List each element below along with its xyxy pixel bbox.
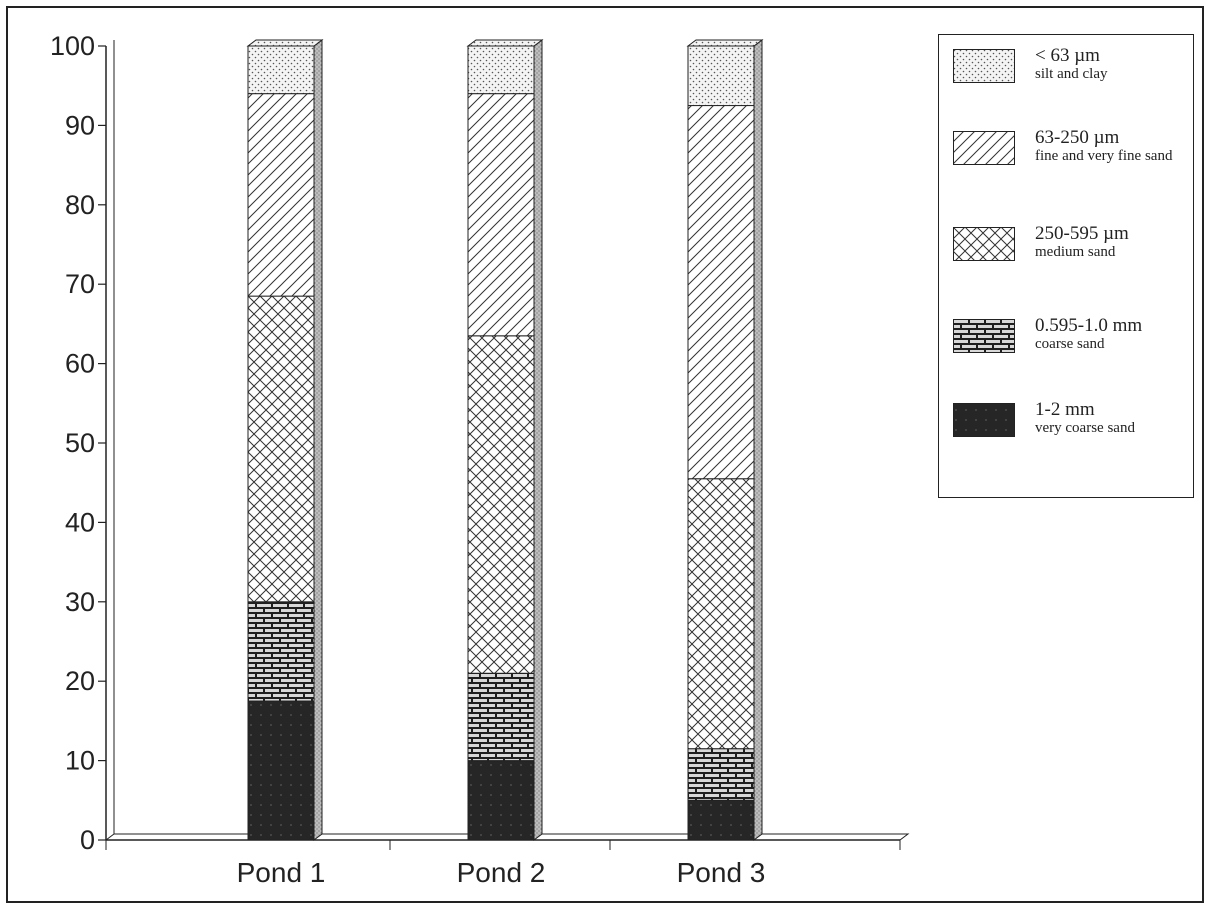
bars	[246, 39, 764, 841]
bar-segment	[687, 478, 755, 750]
y-tick-label: 20	[65, 666, 95, 696]
bar-side	[313, 39, 323, 841]
bar-segment	[247, 45, 315, 95]
bar-stack	[686, 39, 764, 841]
bar-segment	[687, 105, 755, 480]
bar-segment	[247, 93, 315, 297]
bar-segment	[247, 601, 315, 702]
legend-description: silt and clay	[1035, 66, 1108, 83]
y-tick-label: 60	[65, 349, 95, 379]
legend-text: 0.595-1.0 mm coarse sand	[1035, 315, 1191, 353]
bar-segment	[467, 93, 535, 337]
bar-stack	[246, 39, 324, 841]
y-tick-label: 100	[50, 31, 95, 61]
bar-side	[533, 39, 543, 841]
bar-top	[246, 39, 324, 47]
bar-segment	[687, 45, 755, 107]
y-tick-label: 30	[65, 587, 95, 617]
legend-description: very coarse sand	[1035, 420, 1135, 437]
legend: < 63 µm silt and clay 63-250 µm fine and ve…	[938, 34, 1194, 498]
y-tick-label: 50	[65, 428, 95, 458]
x-category-label: Pond 2	[457, 857, 546, 888]
legend-text: 1-2 mm very coarse sand	[1035, 399, 1191, 437]
y-tick-label: 40	[65, 507, 95, 537]
bar-segment	[247, 700, 315, 841]
chart-frame: 0 10 20 30 40 50 60 70 80 90 100 Pond 1 Pond 2 Pond 3…	[6, 6, 1204, 903]
legend-text: 250-595 µm medium sand	[1035, 223, 1191, 261]
tick-labels: 0 10 20 30 40 50 60 70 80 90 100 Pond 1 Pond 2 Pond 3	[50, 31, 765, 888]
y-tick-label: 90	[65, 110, 95, 140]
x-category-label: Pond 3	[677, 857, 766, 888]
legend-description: medium sand	[1035, 244, 1116, 261]
bar-segment	[687, 748, 755, 801]
y-tick-label: 10	[65, 746, 95, 776]
bar-segment	[467, 45, 535, 95]
bar-segment	[247, 295, 315, 603]
legend-range-label: 63-250 µm	[1035, 127, 1120, 148]
legend-description: fine and very fine sand	[1035, 148, 1173, 165]
legend-range-label: < 63 µm	[1035, 45, 1100, 66]
bar-side	[753, 39, 763, 841]
y-tick-label: 70	[65, 269, 95, 299]
legend-swatch	[953, 319, 1015, 353]
stacked-bar-chart: 0 10 20 30 40 50 60 70 80 90 100 Pond 1 Pond 2 Pond 3	[50, 31, 910, 888]
legend-text: < 63 µm silt and clay	[1035, 45, 1191, 83]
bar-segment	[687, 799, 755, 841]
legend-swatch	[953, 227, 1015, 261]
x-category-label: Pond 1	[237, 857, 326, 888]
legend-range-label: 1-2 mm	[1035, 399, 1095, 420]
legend-text: 63-250 µm fine and very fine sand	[1035, 127, 1191, 165]
bar-top	[466, 39, 544, 47]
y-tick-label: 0	[80, 825, 95, 855]
legend-swatch	[953, 403, 1015, 437]
legend-swatch	[953, 49, 1015, 83]
bar-segment	[467, 760, 535, 841]
legend-swatch	[953, 131, 1015, 165]
bar-segment	[467, 335, 535, 674]
bar-stack	[466, 39, 544, 841]
bar-top	[686, 39, 764, 47]
legend-range-label: 0.595-1.0 mm	[1035, 315, 1143, 336]
legend-range-label: 250-595 µm	[1035, 223, 1129, 244]
y-tick-label: 80	[65, 190, 95, 220]
bar-segment	[467, 672, 535, 762]
legend-description: coarse sand	[1035, 336, 1105, 353]
